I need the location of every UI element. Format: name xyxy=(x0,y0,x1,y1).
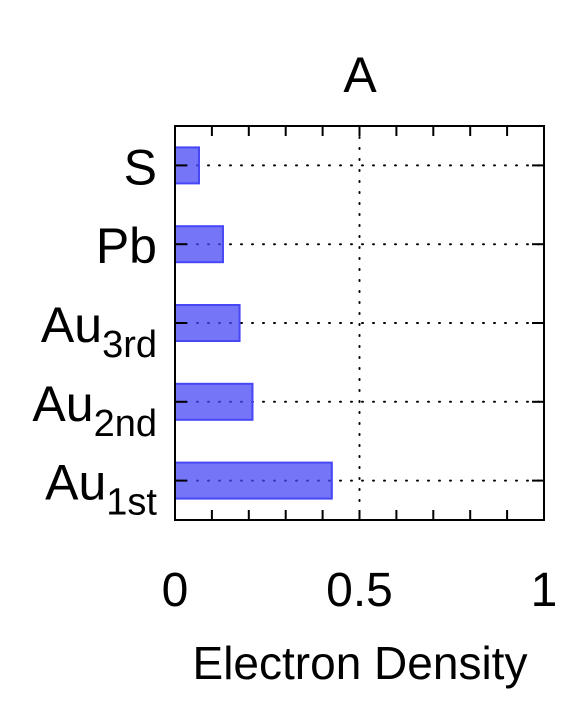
category-label: S xyxy=(124,139,157,195)
category-label: Au2nd xyxy=(32,376,157,445)
category-label: Pb xyxy=(96,218,157,274)
chart-title: A xyxy=(343,47,377,103)
x-tick-label: 1 xyxy=(531,564,558,617)
plot-frame xyxy=(174,125,545,521)
x-axis-label: Electron Density xyxy=(193,637,528,689)
category-label: Au3rd xyxy=(41,297,157,366)
category-label: Au1st xyxy=(45,455,157,524)
bar xyxy=(174,461,333,500)
grid-lines xyxy=(174,125,545,521)
x-tick-label: 0.5 xyxy=(326,564,393,617)
bar xyxy=(174,382,254,421)
tick-marks xyxy=(175,126,544,520)
x-tick-labels: 0 0.5 1 xyxy=(162,564,558,617)
x-tick-label: 0 xyxy=(162,564,189,617)
category-labels: S Pb Au3rd Au2nd Au1st xyxy=(32,139,157,523)
